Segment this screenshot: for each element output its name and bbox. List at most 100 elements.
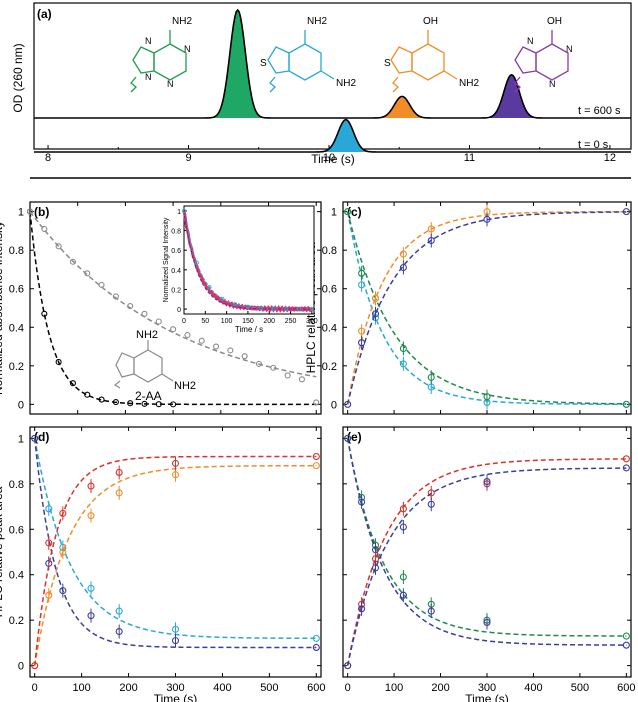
pb-point-1 [41, 225, 48, 233]
pe-point-1 [427, 607, 435, 615]
svg-text:N: N [527, 36, 534, 46]
inset-point [245, 304, 250, 309]
pb-point-1 [298, 376, 305, 383]
inset-point [194, 260, 199, 265]
two-aa-nh2-bottom: NH2 [174, 380, 196, 392]
pe-xtick-label: 200 [431, 682, 449, 694]
inset-frame [183, 205, 315, 315]
inset-ytick-label: 0.4 [171, 268, 181, 275]
pb-point-1 [284, 372, 291, 379]
pb-point-0 [55, 358, 62, 366]
pb-point-1 [255, 360, 263, 367]
pb-point-1 [98, 281, 105, 288]
svg-text:N: N [549, 79, 556, 89]
pd-point-1 [312, 643, 320, 652]
pb-ytick-label: 1 [18, 207, 24, 219]
pb-point-0 [98, 396, 105, 403]
panel-a-xtick-label: 8 [45, 152, 51, 164]
inset-xtick-label: 50 [201, 318, 209, 325]
pb-point-1 [241, 353, 248, 360]
pb-point-1 [112, 293, 119, 300]
pd-point-3 [31, 662, 39, 670]
pb-ytick-label: 0.4 [9, 322, 24, 334]
pe-point-2 [622, 455, 630, 463]
pe-point-3 [399, 523, 407, 531]
pe-point-1 [483, 618, 491, 627]
pd-point-1 [59, 587, 67, 595]
peak-fill-1-0 [303, 119, 388, 152]
panel-a-xlabel: Time (s) [311, 152, 355, 166]
svg-text:N: N [566, 44, 573, 54]
pd-point-3 [59, 509, 67, 517]
pe-xtick-label: 0 [345, 682, 351, 694]
pe-xtick-label: 300 [478, 682, 496, 694]
pb-point-1 [69, 258, 76, 265]
thieno-guanine-oh: OH [423, 16, 438, 27]
panel-a-label: (a) [37, 7, 52, 21]
pe-xtick-label: 500 [571, 682, 589, 694]
thieno-s: S [260, 58, 267, 69]
thieno-guanine-structure: OH S NH2 [384, 16, 479, 93]
trace-line-0 [34, 8, 631, 119]
pe-fit-1 [346, 438, 627, 646]
inset-ytick-label: 0.2 [171, 287, 181, 294]
pd-point-2 [171, 471, 180, 479]
pb-point-0 [141, 400, 148, 407]
inset-point [220, 296, 225, 301]
pc-point-1 [399, 344, 407, 353]
pb-point-0 [170, 401, 177, 408]
pd-point-3 [312, 452, 320, 461]
pc-fit-1 [346, 211, 627, 405]
hypoxanthine-oh: OH [547, 16, 562, 27]
pb-point-1 [84, 270, 91, 277]
pc-point-3 [622, 208, 630, 216]
pc-ytick-label: 1 [331, 207, 337, 219]
pb-point-1 [170, 326, 177, 333]
panel-a-xtick-label: 10 [323, 152, 335, 164]
pd-ytick-label: 1 [18, 433, 24, 445]
pe-point-3 [622, 464, 630, 472]
inset-point [207, 285, 212, 290]
pb-point-0 [155, 401, 162, 408]
thieno-aminopurine-structure: NH2 S NH2 [260, 16, 356, 93]
pd-ytick-label: 0 [18, 661, 24, 673]
pb-point-1 [55, 243, 62, 250]
pe-point-1 [358, 498, 366, 506]
inset-point [233, 302, 238, 307]
pd-point-3 [171, 459, 180, 467]
svg-text:N: N [167, 79, 174, 89]
pb-label: (b) [34, 205, 49, 219]
pd-xtick-label: 600 [307, 682, 325, 694]
inset-point [271, 306, 276, 311]
inset-point [309, 307, 314, 312]
pb-point-1 [127, 303, 134, 310]
inset-xtick-label: 0 [182, 318, 186, 325]
thieno-nh2-top: NH2 [307, 16, 327, 27]
pb-fit-1 [29, 211, 317, 378]
pb-point-1 [212, 343, 220, 350]
pc-ytick-label: 0.2 [322, 361, 337, 373]
pe-label: (e) [347, 430, 362, 444]
pe-point-3 [427, 500, 435, 508]
pc-point-1 [344, 208, 352, 216]
inset-point [258, 306, 263, 311]
pd-ytick-label: 0.8 [9, 479, 24, 491]
pd-point-2 [87, 512, 95, 520]
inset-xtick-label: 300 [306, 318, 318, 325]
inset-ytick-label: 0 [177, 307, 181, 314]
pc-point-3 [358, 339, 366, 347]
pc-point-3 [427, 236, 435, 245]
pe-point-0 [622, 632, 630, 640]
pc-point-1 [622, 400, 630, 408]
pd-point-0 [115, 607, 123, 615]
trace-0-label: t = 0 s [578, 139, 609, 151]
pc-point-3 [483, 215, 491, 223]
pd-xlabel: Time (s) [154, 692, 198, 702]
pb-point-0 [112, 399, 119, 406]
pd-point-2 [45, 591, 53, 599]
inset-xlabel: Time / s [235, 325, 263, 334]
peak-fill-0-0 [195, 10, 280, 118]
pd-point-1 [87, 612, 95, 620]
panel-a-traces [34, 8, 631, 153]
